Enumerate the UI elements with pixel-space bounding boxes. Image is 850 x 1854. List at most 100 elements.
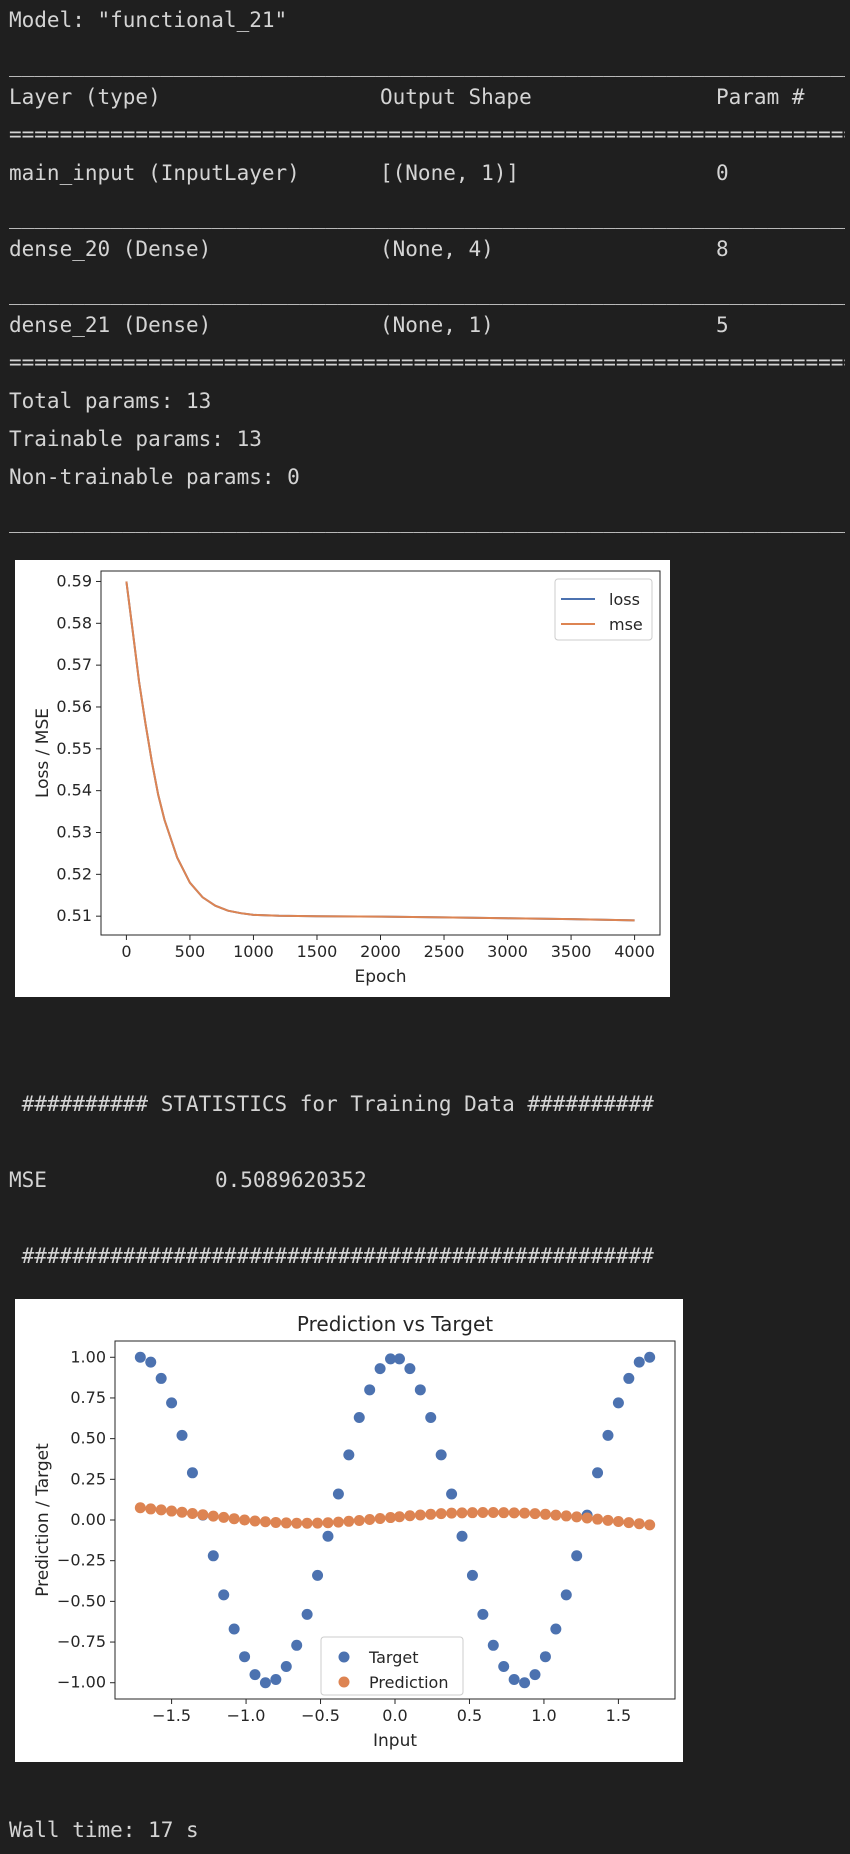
data-point-target (446, 1488, 458, 1500)
data-point-target (155, 1372, 167, 1384)
data-point-prediction (519, 1507, 531, 1519)
y-axis-label: Prediction / Target (33, 1443, 53, 1597)
x-tick-label: 0.5 (457, 1706, 482, 1725)
double-rule: ========================================… (9, 350, 845, 374)
y-tick-label: −0.25 (57, 1551, 106, 1570)
data-point-target (207, 1550, 219, 1562)
data-point-target (612, 1397, 624, 1409)
data-point-target (539, 1651, 551, 1663)
data-point-prediction (343, 1515, 355, 1527)
y-tick-label: 0.54 (56, 781, 92, 800)
data-point-target (364, 1384, 376, 1396)
data-point-target (435, 1449, 447, 1461)
data-point-prediction (602, 1514, 614, 1526)
data-point-prediction (291, 1517, 303, 1529)
x-tick-label: 1.5 (606, 1706, 631, 1725)
x-tick-label: 0.0 (382, 1706, 407, 1725)
data-point-prediction (404, 1510, 416, 1522)
stats-header: ########## STATISTICS for Training Data … (9, 1092, 654, 1116)
data-point-prediction (529, 1508, 541, 1520)
y-tick-label: 0.59 (56, 571, 92, 590)
y-axis-label: Loss / MSE (33, 708, 53, 798)
data-point-prediction (134, 1502, 146, 1514)
data-point-target (145, 1356, 157, 1368)
data-point-target (404, 1363, 416, 1375)
data-point-prediction (633, 1518, 645, 1530)
data-point-target (529, 1669, 541, 1681)
loss-chart: 0 500 1000 1500 2000 2500 3000 3500 4000 0.51 0.52… (15, 560, 670, 997)
x-tick-label: −0.5 (301, 1706, 340, 1725)
layer-row-name: main_input (InputLayer) (9, 161, 300, 185)
legend-label: Target (368, 1648, 419, 1667)
data-point-target (385, 1353, 397, 1365)
chart-title: Prediction vs Target (297, 1312, 493, 1336)
legend-label: Prediction (369, 1673, 448, 1692)
header-output-shape: Output Shape (380, 85, 532, 109)
wall-time: Wall time: 17 s (9, 1818, 199, 1842)
x-tick-label: 4000 (614, 942, 655, 961)
data-point-prediction (466, 1507, 478, 1519)
data-point-target (343, 1449, 355, 1461)
data-point-prediction (498, 1507, 510, 1519)
data-point-prediction (364, 1514, 376, 1526)
data-point-prediction (435, 1508, 447, 1520)
data-point-prediction (207, 1510, 219, 1522)
data-point-target (218, 1589, 230, 1601)
data-point-target (322, 1530, 334, 1542)
header-param-count: Param # (716, 85, 805, 109)
y-tick-label: 0.75 (70, 1388, 106, 1407)
y-tick-label: 0.58 (56, 613, 92, 632)
x-tick-label: 3000 (487, 942, 528, 961)
data-point-target (425, 1411, 437, 1423)
total-params: Total params: 13 (9, 389, 212, 413)
x-tick-label: −1.5 (152, 1706, 191, 1725)
legend-swatch (338, 1676, 350, 1688)
data-point-target (644, 1351, 656, 1363)
series-line-mse (125, 581, 635, 922)
legend-swatch (338, 1651, 350, 1663)
layer-row-shape: (None, 1) (380, 313, 494, 337)
data-point-target (228, 1623, 240, 1635)
separator-rule: ________________________________________… (9, 53, 845, 77)
data-point-target (134, 1351, 146, 1363)
data-point-target (602, 1429, 614, 1441)
y-tick-label: 0.50 (70, 1429, 106, 1448)
data-point-target (270, 1673, 282, 1685)
data-point-target (332, 1488, 344, 1500)
data-point-prediction (560, 1510, 572, 1522)
data-point-target (393, 1353, 405, 1365)
data-point-target (414, 1384, 426, 1396)
data-point-prediction (592, 1513, 604, 1525)
data-point-prediction (623, 1517, 635, 1529)
legend-box (320, 1636, 464, 1696)
layer-row-shape: (None, 4) (380, 237, 494, 261)
data-point-prediction (228, 1513, 240, 1525)
data-point-target (186, 1467, 198, 1479)
y-tick-label: 0.51 (56, 906, 92, 925)
x-tick-label: 1000 (233, 942, 274, 961)
data-point-target (592, 1467, 604, 1479)
y-tick-label: 0.25 (70, 1469, 106, 1488)
data-point-prediction (550, 1509, 562, 1521)
data-point-target (623, 1372, 635, 1384)
data-point-prediction (218, 1511, 230, 1523)
prediction-chart-svg: −1.5 −1.0 −0.5 0.0 0.5 1.0 1.5 1.00 0.75 0.50 0.25… (33, 1312, 676, 1751)
data-point-prediction (353, 1514, 365, 1526)
layer-row-params: 5 (716, 313, 729, 337)
data-point-target (487, 1639, 499, 1651)
data-point-prediction (571, 1511, 583, 1523)
data-point-prediction (186, 1507, 198, 1519)
layer-row-name: dense_20 (Dense) (9, 237, 212, 261)
y-tick-label: 0.00 (70, 1510, 106, 1529)
data-point-target (571, 1550, 583, 1562)
data-point-prediction (239, 1514, 251, 1526)
y-tick-label: 0.56 (56, 697, 92, 716)
data-point-target (312, 1569, 324, 1581)
y-tick-label: 0.57 (56, 655, 92, 674)
x-tick-label: 500 (175, 942, 206, 961)
y-tick-label: 0.55 (56, 739, 92, 758)
data-point-target (550, 1623, 562, 1635)
data-point-target (176, 1429, 188, 1441)
data-point-target (456, 1530, 468, 1542)
data-point-prediction (539, 1508, 551, 1520)
